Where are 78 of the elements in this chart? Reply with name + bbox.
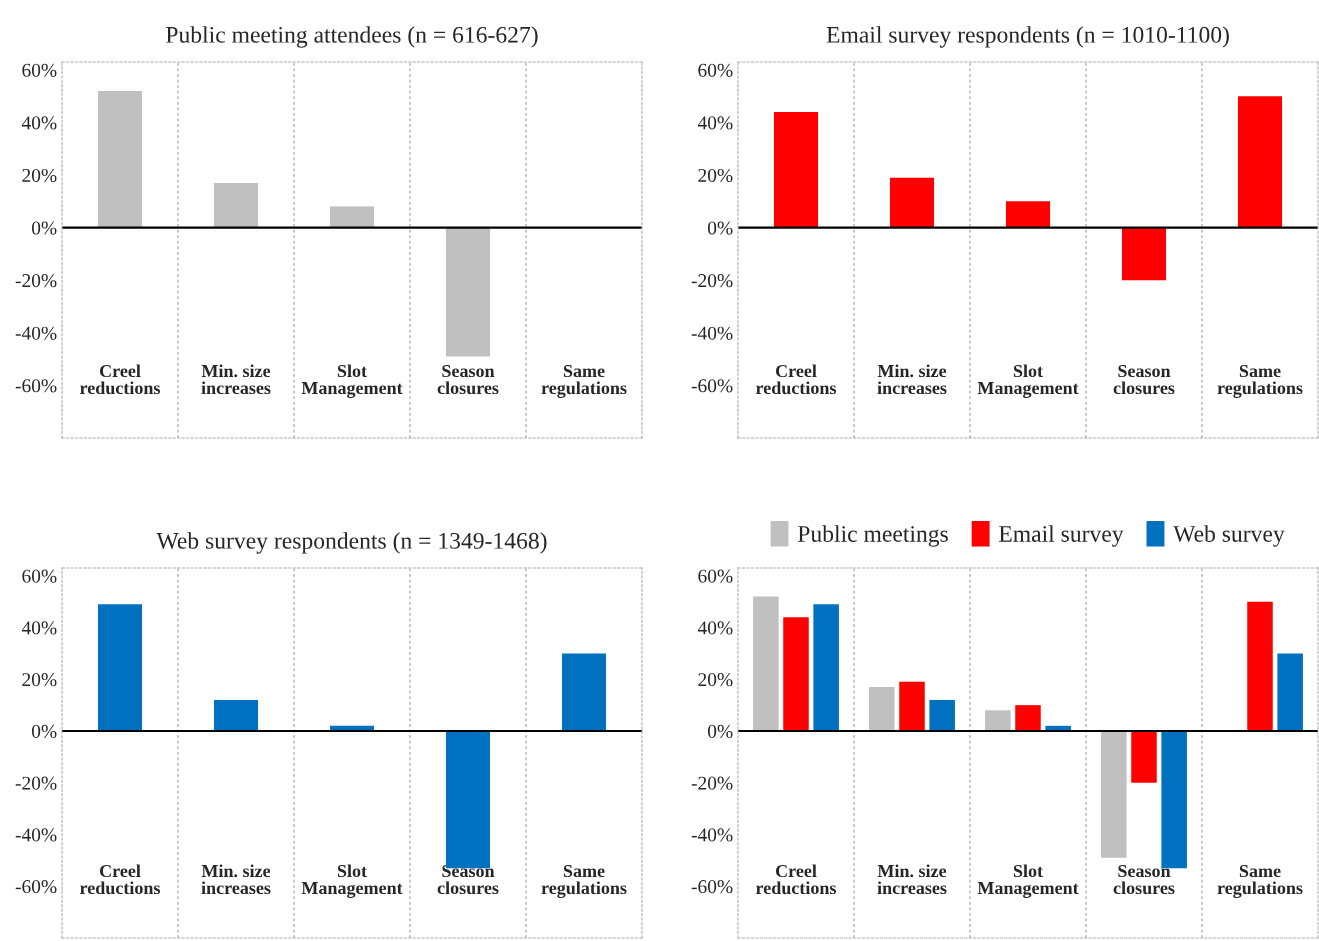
y-tick-label: -40% — [691, 828, 733, 842]
y-tick-label: -60% — [15, 379, 57, 393]
x-tick-label: Season closures — [437, 364, 499, 395]
legend-label: Public meetings — [797, 525, 948, 547]
y-tick-label: 0% — [31, 221, 57, 235]
x-tick-label: Min. size increases — [201, 364, 271, 395]
y-tick-label: 40% — [21, 621, 57, 635]
y-tick-label: 0% — [707, 724, 733, 739]
legend-label: Web survey — [1173, 525, 1285, 547]
x-tick-label: Creel reductions — [756, 864, 837, 895]
bar — [445, 227, 491, 357]
bar — [783, 617, 809, 732]
bar — [1121, 227, 1167, 281]
bar — [1277, 653, 1303, 732]
y-tick-label: -20% — [691, 274, 733, 288]
bar — [561, 653, 607, 732]
x-tick-label: Creel reductions — [756, 364, 837, 395]
bar — [1237, 96, 1283, 228]
bar — [813, 604, 839, 732]
legend-label: Email survey — [999, 525, 1124, 547]
x-tick-label: Slot Management — [977, 864, 1079, 898]
bar — [773, 111, 819, 228]
bar — [869, 687, 895, 732]
bar — [889, 177, 935, 228]
y-tick-label: 40% — [697, 116, 733, 130]
y-tick-label: 40% — [697, 621, 733, 635]
bar — [1015, 705, 1041, 732]
x-tick-label: Season closures — [1113, 364, 1175, 395]
y-tick-label: 20% — [698, 168, 733, 183]
bar — [329, 206, 375, 228]
y-tick-label: -40% — [15, 828, 57, 842]
x-tick-label: Min. size increases — [877, 364, 947, 395]
y-tick-label: -40% — [691, 326, 733, 340]
chart-title: Web survey respondents (n = 1349-1468) — [156, 532, 547, 554]
y-tick-label: -40% — [15, 326, 57, 340]
x-tick-label: Same regulations — [1217, 864, 1303, 898]
y-tick-label: -60% — [15, 880, 57, 894]
y-tick-label: 0% — [707, 221, 733, 235]
y-tick-label: 60% — [698, 569, 733, 583]
y-tick-label: -20% — [691, 776, 733, 790]
bar — [1131, 731, 1157, 783]
y-tick-label: -20% — [15, 776, 57, 790]
bar — [1247, 601, 1273, 732]
x-tick-label: Same regulations — [541, 364, 627, 398]
y-tick-label: -20% — [15, 274, 57, 288]
bar — [97, 604, 143, 732]
x-tick-label: Same regulations — [1217, 364, 1303, 398]
bar — [97, 90, 143, 228]
y-tick-label: 20% — [22, 168, 57, 183]
y-tick-label: 40% — [21, 116, 57, 130]
x-tick-label: Season closures — [437, 864, 499, 895]
y-tick-label: 60% — [22, 63, 57, 77]
chart-title: Public meeting attendees (n = 616-627) — [166, 26, 538, 48]
chart-title: Email survey respondents (n = 1010-1100) — [826, 26, 1229, 48]
x-tick-label: Same regulations — [541, 864, 627, 898]
bar — [213, 182, 259, 228]
x-tick-label: Slot Management — [301, 364, 403, 398]
bar — [753, 596, 779, 732]
x-tick-label: Min. size increases — [201, 864, 271, 895]
y-tick-label: 20% — [698, 673, 733, 687]
x-tick-label: Season closures — [1113, 864, 1175, 895]
bar — [1101, 731, 1127, 858]
bar — [1005, 201, 1051, 228]
bar — [213, 699, 259, 732]
y-tick-label: -60% — [691, 880, 733, 894]
bar — [899, 681, 925, 732]
x-tick-label: Min. size increases — [877, 864, 947, 895]
bar — [929, 699, 955, 732]
x-tick-label: Creel reductions — [80, 364, 161, 395]
x-tick-label: Slot Management — [977, 364, 1079, 398]
y-tick-label: 60% — [698, 63, 733, 77]
y-tick-label: 20% — [22, 673, 57, 687]
bar — [985, 710, 1011, 732]
y-tick-label: -60% — [691, 379, 733, 393]
y-tick-label: 60% — [22, 569, 57, 583]
x-tick-label: Slot Management — [301, 864, 403, 898]
x-tick-label: Creel reductions — [80, 864, 161, 895]
y-tick-label: 0% — [31, 724, 57, 739]
